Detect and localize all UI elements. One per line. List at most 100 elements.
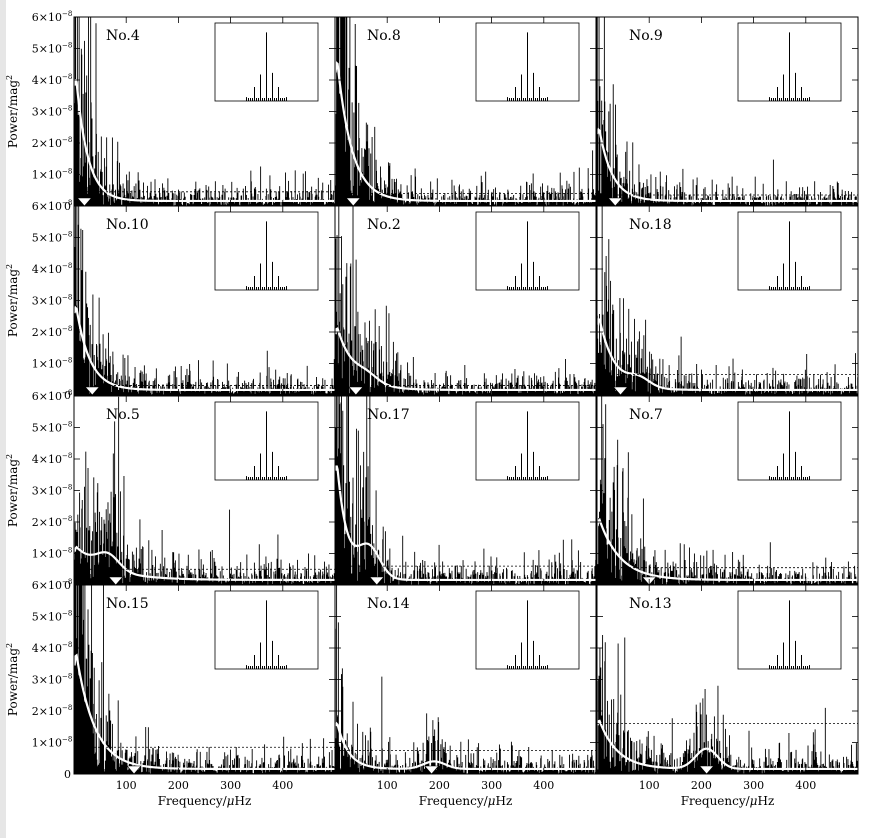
panel-label: No.17 [367,407,410,423]
y-tick-label: 5×10 [32,43,62,56]
smoothed-spectrum [74,78,335,203]
x-tick-label: 400 [533,779,554,792]
inset-window-peaks [769,32,810,101]
y-tick-label: 5×10 [32,232,62,245]
panel-label: No.13 [629,596,672,612]
panel-label: No.18 [629,217,672,233]
y-tick-label: 6×10 [32,579,62,592]
panel-label: No.4 [106,28,140,44]
numax-marker [612,386,629,395]
y-axis-label-sup: 2 [5,454,14,459]
inset-window-peaks [507,221,548,290]
numax-marker [348,386,364,395]
y-tick-exponent: −8 [62,578,72,586]
x-tick-label: 200 [168,779,189,792]
y-tick-label: 3×10 [32,295,62,308]
smoothed-spectrum [335,326,596,392]
numax-marker [698,765,715,774]
x-axis-label: Frequency/μHz [419,794,513,808]
x-tick-label: 300 [481,779,502,792]
x-axis-label: Frequency/μHz [158,794,252,808]
panel-label: No.2 [367,217,401,233]
x-axis-label-unit: Hz [757,794,774,808]
inset-spectral-window [737,211,842,291]
y-tick-exponent: −8 [62,42,72,50]
y-tick-exponent: −8 [62,610,72,618]
y-tick-label: 1×10 [32,358,62,371]
numax-marker [84,386,100,395]
panel-no17: No.17 [334,395,597,586]
y-tick-exponent: −8 [62,641,72,649]
x-tick-label: 300 [743,779,764,792]
smoothed-spectrum [597,318,858,392]
y-tick-label: 1×10 [32,737,62,750]
smoothed-spectrum [597,518,858,582]
y-tick-exponent: −8 [62,484,72,492]
x-axis-label-mu: μ [750,794,758,808]
inset-window-peaks [246,32,287,101]
y-tick-label: 1×10 [32,169,62,182]
y-tick-exponent: −8 [62,73,72,81]
inset-spectral-window [737,590,842,670]
x-axis-label-unit: Hz [234,794,251,808]
inset-spectral-window [475,401,580,481]
y-tick-exponent: −8 [62,357,72,365]
numax-marker [607,197,623,206]
smoothed-spectrum [335,60,596,203]
inset-spectral-window [737,401,842,481]
inset-spectral-window [214,590,319,670]
inset-window-peaks [246,600,287,669]
y-axis-label: Power/mag2 [5,643,20,716]
y-tick-exponent: −8 [62,168,72,176]
inset-window-peaks [246,411,287,480]
y-tick-label: 2×10 [32,326,62,339]
y-tick-label: 6×10 [32,11,62,24]
y-tick-label: 4×10 [32,74,62,87]
plot-area [335,206,596,395]
y-tick-exponent: −8 [62,673,72,681]
panel-no8: No.8 [334,16,597,207]
y-tick-label: 4×10 [32,453,62,466]
panel-label: No.15 [106,596,149,612]
panel-no9: No.9 [596,16,859,207]
numax-marker [369,576,385,585]
numax-marker [108,576,124,585]
x-tick-label: 100 [639,779,660,792]
x-axis-label-base: Frequency/ [158,794,228,808]
y-tick-exponent: −8 [62,136,72,144]
y-tick-exponent: −8 [62,389,72,397]
plot-area [74,17,335,206]
x-tick-label: 100 [116,779,137,792]
y-axis-label-sup: 2 [5,264,14,269]
panel-label: No.8 [367,28,401,44]
panel-no13: No.13 100 200 300 400 Frequency/μHz [596,584,859,808]
inset-spectral-window [475,211,580,291]
inset-spectral-window [475,22,580,102]
x-tick-label: 200 [691,779,712,792]
y-tick-exponent: −8 [62,10,72,18]
panel-label: No.14 [367,596,410,612]
numax-marker [76,197,93,206]
numax-marker [126,765,142,774]
y-tick-label: 5×10 [32,422,62,435]
panel-no18: No.18 [596,205,859,396]
inset-window-peaks [507,32,548,101]
y-tick-label: 6×10 [32,390,62,403]
y-tick-exponent: −8 [62,704,72,712]
inset-window-peaks [246,221,287,290]
y-axis-label-sup: 2 [5,75,14,80]
x-axis-label-mu: μ [227,794,235,808]
x-tick-label: 300 [220,779,241,792]
inset-spectral-window [214,22,319,102]
x-tick-label: 400 [272,779,293,792]
y-tick-label: 4×10 [32,263,62,276]
panel-no14: No.14 100 200 300 400 Frequency/μHz [334,584,597,808]
y-axis-label: Power/mag2 [5,264,20,337]
x-tick-label: 200 [429,779,450,792]
panel-no5: No.501×10 −82×10 −83×10 −84×10 −85×10 −86×10−… [5,389,336,592]
x-axis-label-base: Frequency/ [419,794,489,808]
smoothed-spectrum [335,721,596,771]
